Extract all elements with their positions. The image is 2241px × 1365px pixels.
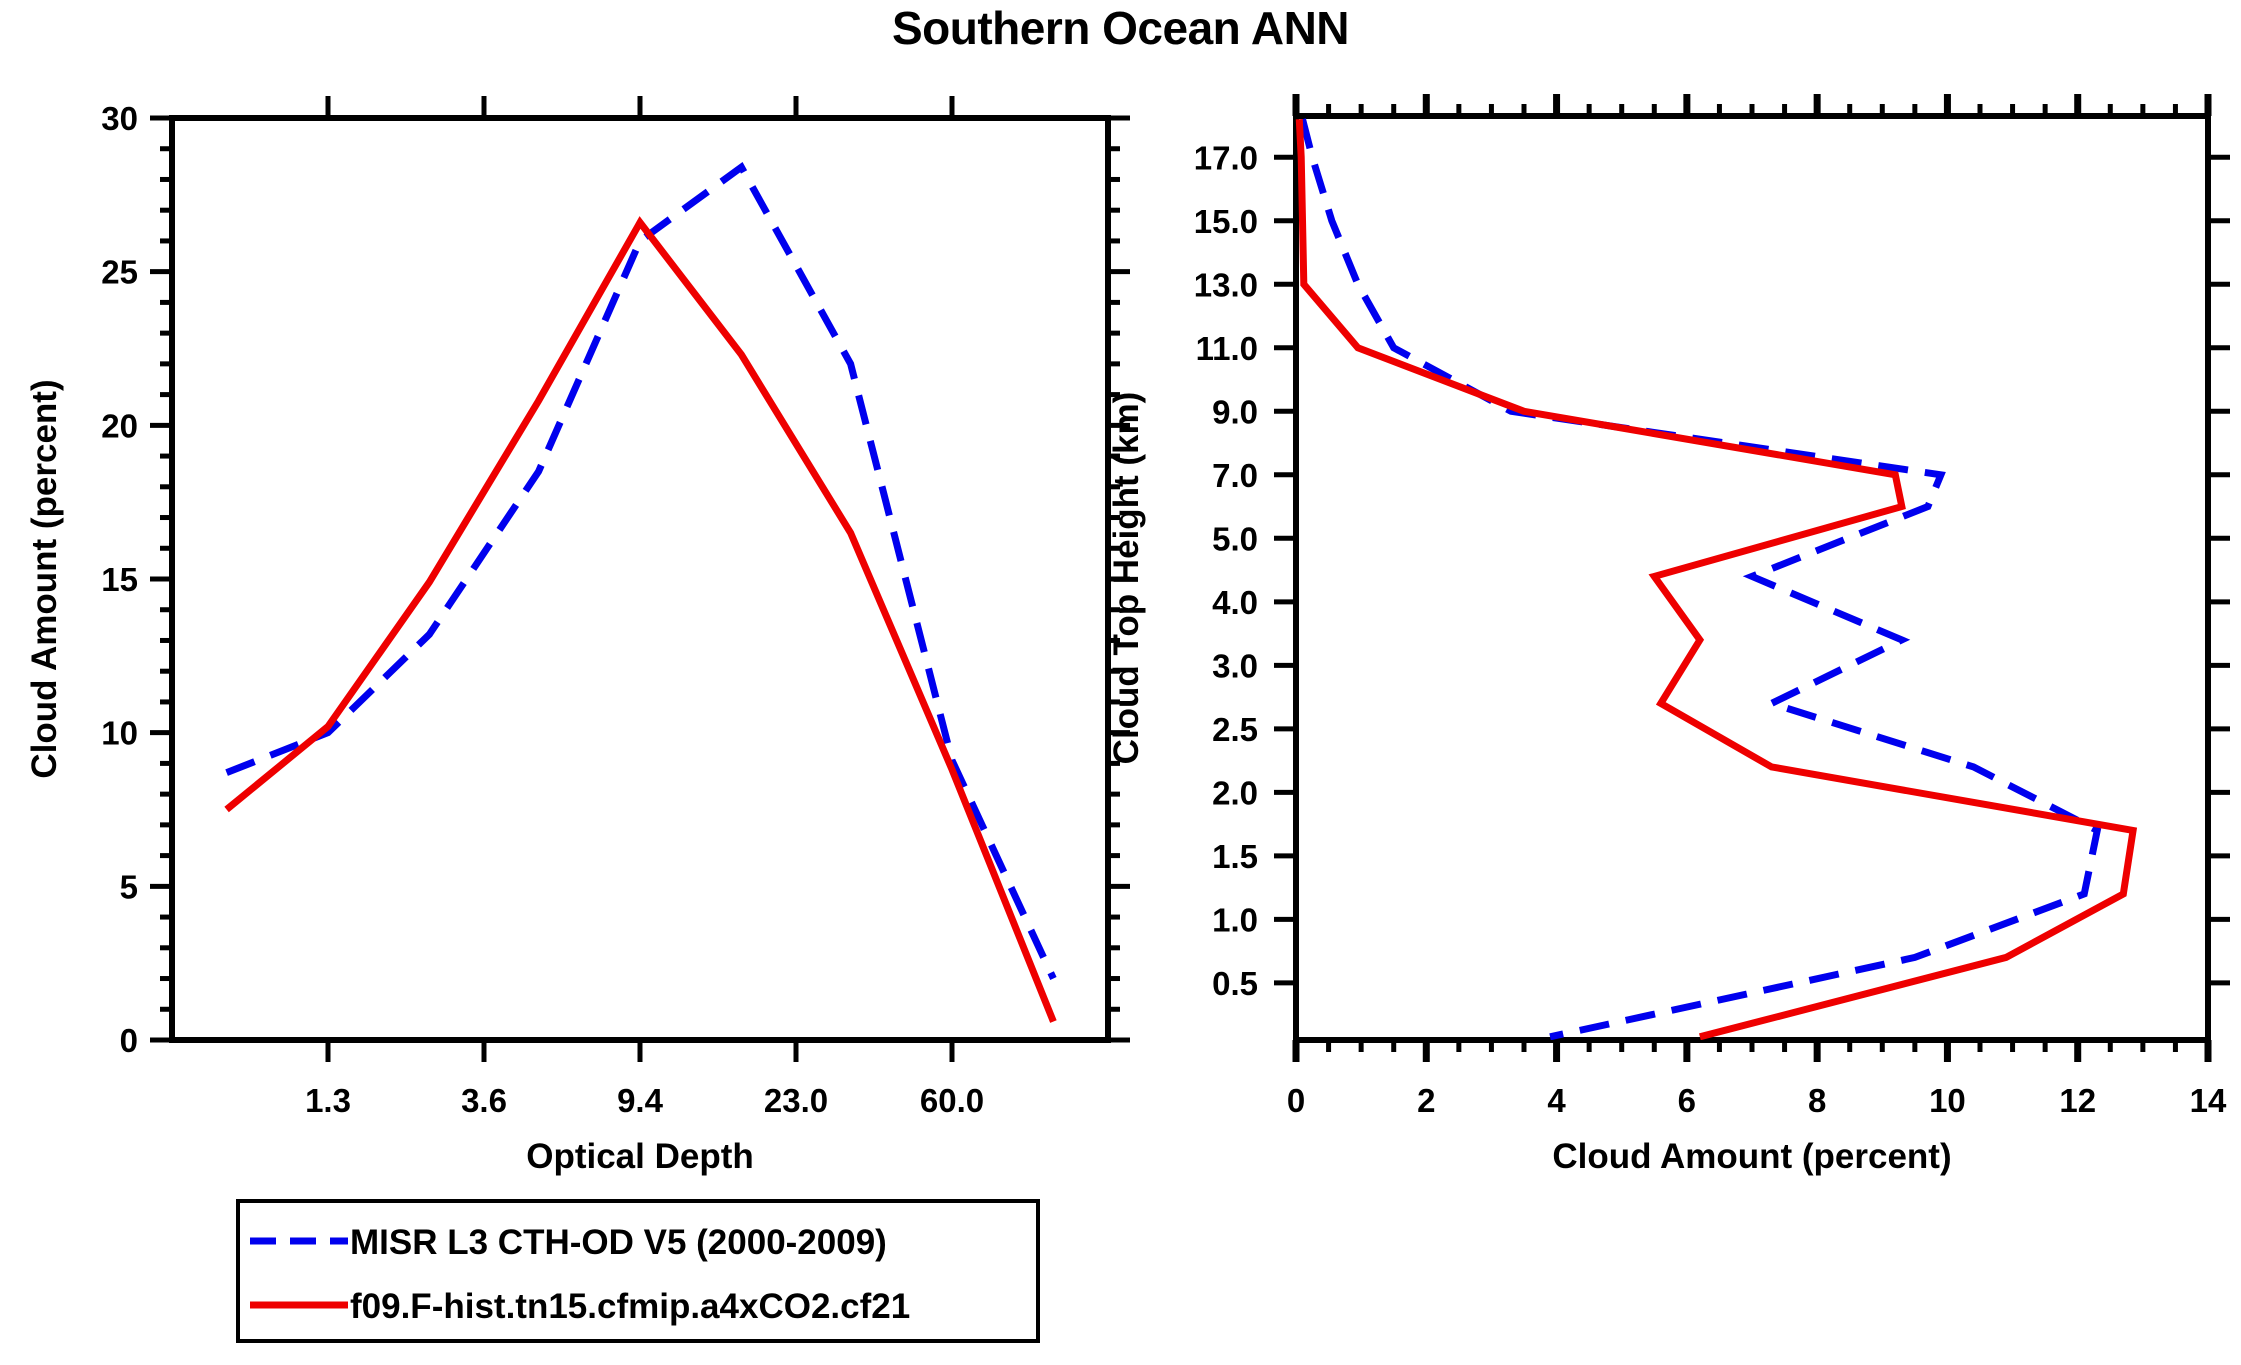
right-series-group	[1295, 118, 2138, 1040]
right-x-tick-label: 6	[1678, 1082, 1696, 1119]
left-y-tick-label: 10	[101, 715, 138, 752]
left-panel: 0 5 10 15 20 25 30 1.3 3.6 9.4 23.0 60.0 Optical Dep…	[25, 96, 1130, 1176]
right-series-model	[1295, 118, 2138, 1040]
legend-label-model: f09.F-hist.tn15.cfmip.a4xCO2.cf21	[350, 1287, 910, 1326]
left-x-axis-title: Optical Depth	[526, 1137, 754, 1176]
legend-box	[236, 1199, 1040, 1343]
right-y-tick-label: 3.0	[1212, 647, 1258, 684]
left-y-tick-label: 30	[101, 100, 138, 137]
legend: MISR L3 CTH-OD V5 (2000-2009) f09.F-hist.…	[236, 1199, 1040, 1343]
right-x-axis-title: Cloud Amount (percent)	[1552, 1137, 1951, 1176]
legend-label-obs: MISR L3 CTH-OD V5 (2000-2009)	[350, 1223, 887, 1262]
right-y-tick-label: 1.0	[1212, 901, 1258, 938]
left-y-axis-title: Cloud Amount (percent)	[25, 379, 64, 778]
right-y-tick-label: 1.5	[1212, 838, 1258, 875]
right-x-tick-label: 12	[2059, 1082, 2096, 1119]
right-y-tick-label: 7.0	[1212, 457, 1258, 494]
left-y-tick-label: 15	[101, 561, 138, 598]
left-y-tick-label: 20	[101, 407, 138, 444]
right-y-tick-label: 0.5	[1212, 965, 1258, 1002]
right-panel: 17.0 15.0 13.0 11.0 9.0 7.0 5.0 4.0 3.0 2.5 2.0 1.5…	[1107, 94, 2230, 1176]
figure-title: Southern Ocean ANN	[891, 2, 1350, 54]
right-series-obs	[1299, 118, 2102, 1040]
right-y-tick-label: 17.0	[1194, 139, 1258, 176]
left-x-tick-label: 23.0	[764, 1082, 828, 1119]
right-x-tick-label: 2	[1417, 1082, 1435, 1119]
right-y-tick-label: 11.0	[1196, 330, 1258, 367]
right-x-tick-label: 10	[1929, 1082, 1966, 1119]
left-y-tick-label: 0	[120, 1022, 138, 1059]
left-x-tick-label: 3.6	[461, 1082, 507, 1119]
left-series-obs	[225, 162, 1057, 981]
left-y-tick-label: 25	[101, 254, 138, 291]
left-x-tick-label: 1.3	[305, 1082, 351, 1119]
left-plot-frame	[169, 115, 1111, 1043]
left-series-model	[224, 216, 1057, 1023]
right-x-tick-label: 0	[1287, 1082, 1305, 1119]
right-y-tick-label: 9.0	[1212, 393, 1258, 430]
right-y-tick-label: 2.5	[1212, 711, 1258, 748]
right-y-axis-title: Cloud Top Height (km)	[1107, 392, 1146, 765]
left-y-tick-label: 5	[120, 868, 138, 905]
left-x-tick-label: 60.0	[920, 1082, 984, 1119]
right-x-tick-label: 14	[2190, 1082, 2227, 1119]
right-y-tick-label: 2.0	[1212, 774, 1258, 811]
left-x-tick-label: 9.4	[617, 1082, 664, 1119]
right-y-tick-label: 15.0	[1194, 203, 1258, 240]
right-x-tick-label: 4	[1547, 1082, 1566, 1119]
right-x-tick-label: 8	[1808, 1082, 1826, 1119]
right-y-tick-label: 13.0	[1194, 266, 1258, 303]
right-y-tick-label: 4.0	[1212, 584, 1258, 621]
right-y-tick-label: 5.0	[1212, 520, 1258, 557]
